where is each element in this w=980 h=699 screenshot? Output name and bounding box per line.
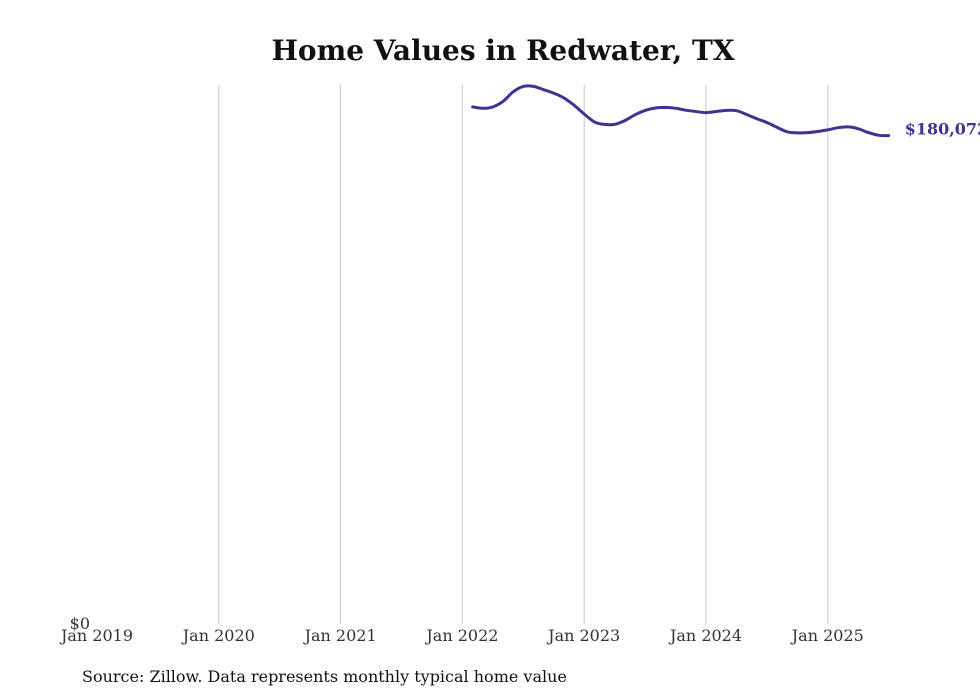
series-layer: $180,072 xyxy=(471,84,980,139)
gridlines xyxy=(218,85,829,624)
source-note: Source: Zillow. Data represents monthly … xyxy=(82,667,567,686)
x-tick-label: Jan 2022 xyxy=(424,626,498,645)
x-tick-label: Jan 2021 xyxy=(303,626,377,645)
x-tick-label: Jan 2019 xyxy=(59,626,133,645)
series-line xyxy=(471,84,891,138)
y-tick-label: $0 xyxy=(70,614,90,633)
axis-tick-labels: Jan 2019 Jan 2020 Jan 2021 Jan 2022 Jan 2023… xyxy=(59,614,864,645)
x-tick-label: Jan 2020 xyxy=(181,626,255,645)
x-tick-label: Jan 2024 xyxy=(668,626,742,645)
x-tick-label: Jan 2023 xyxy=(546,626,620,645)
chart-title: Home Values in Redwater, TX xyxy=(271,34,734,67)
series-end-label: $180,072 xyxy=(905,120,980,139)
x-tick-label: Jan 2025 xyxy=(790,626,864,645)
